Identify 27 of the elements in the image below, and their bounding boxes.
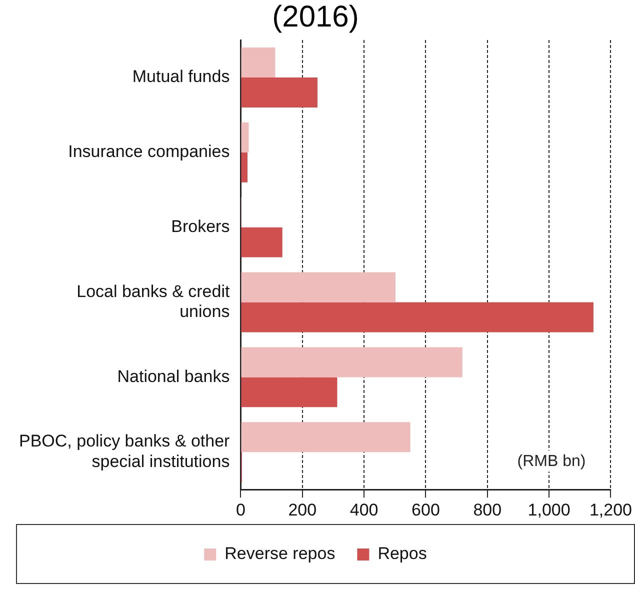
x-tick-label: 200 — [288, 500, 317, 520]
y-tick-label: Brokers — [171, 217, 230, 236]
legend-label: Reverse repos — [224, 544, 336, 564]
x-tick-label: 1,000 — [528, 500, 570, 520]
bar — [241, 347, 462, 378]
y-tick-label: National banks — [117, 366, 230, 386]
bar — [241, 227, 282, 258]
x-tick-label: 800 — [473, 500, 502, 520]
bar — [241, 377, 338, 408]
y-tick-label: Insurance companies — [68, 142, 230, 162]
bar — [241, 152, 248, 182]
bar — [241, 122, 249, 152]
y-tick-label: PBOC, policy banks & other special institutions — [18, 432, 230, 472]
y-tick-label: Mutual funds — [132, 67, 230, 86]
bar — [241, 77, 318, 108]
y-tick-label: Local banks & credit unions — [76, 282, 230, 322]
x-tick-label: 0 — [236, 500, 246, 520]
bar — [241, 422, 410, 452]
annotation: (RMB bn) — [517, 453, 586, 470]
x-tick-label: 400 — [350, 500, 378, 520]
bar — [241, 47, 276, 78]
x-tick-label: 600 — [412, 500, 440, 520]
x-tick-label: 1,200 — [589, 500, 632, 520]
bar — [241, 272, 396, 302]
bar — [241, 302, 594, 332]
chart-title: (2016) — [272, 0, 359, 34]
legend-label: Repos — [378, 544, 427, 564]
